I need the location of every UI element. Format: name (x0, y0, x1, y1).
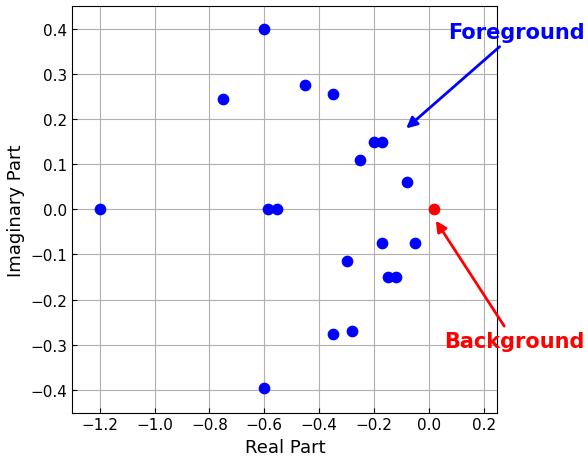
Point (348, 328, 357, 335)
Point (328, 330, 338, 338)
Text: Background: Background (437, 224, 584, 351)
Point (430, 206, 439, 213)
Point (263, 206, 273, 213)
Point (342, 258, 351, 265)
Point (300, 82, 310, 89)
Point (410, 240, 420, 247)
Text: Foreground: Foreground (409, 23, 584, 127)
Point (402, 179, 412, 187)
Point (259, 384, 269, 392)
Point (356, 156, 365, 164)
Point (272, 206, 281, 213)
Point (328, 91, 338, 99)
Point (391, 274, 400, 281)
Point (369, 138, 379, 146)
Point (219, 96, 228, 103)
X-axis label: Real Part: Real Part (245, 438, 325, 456)
Point (377, 138, 387, 146)
Point (259, 26, 269, 33)
Point (377, 240, 387, 247)
Y-axis label: Imaginary Part: Imaginary Part (7, 144, 25, 276)
Point (383, 274, 392, 281)
Point (95, 206, 105, 213)
